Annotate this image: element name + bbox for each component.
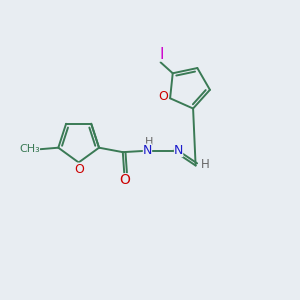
- Text: H: H: [201, 158, 209, 170]
- Text: N: N: [174, 144, 183, 157]
- Text: O: O: [119, 173, 130, 187]
- Text: O: O: [74, 163, 84, 176]
- Text: O: O: [159, 90, 169, 103]
- Text: I: I: [160, 46, 164, 62]
- Text: N: N: [143, 144, 152, 157]
- Text: CH₃: CH₃: [19, 144, 40, 154]
- Text: H: H: [145, 137, 153, 147]
